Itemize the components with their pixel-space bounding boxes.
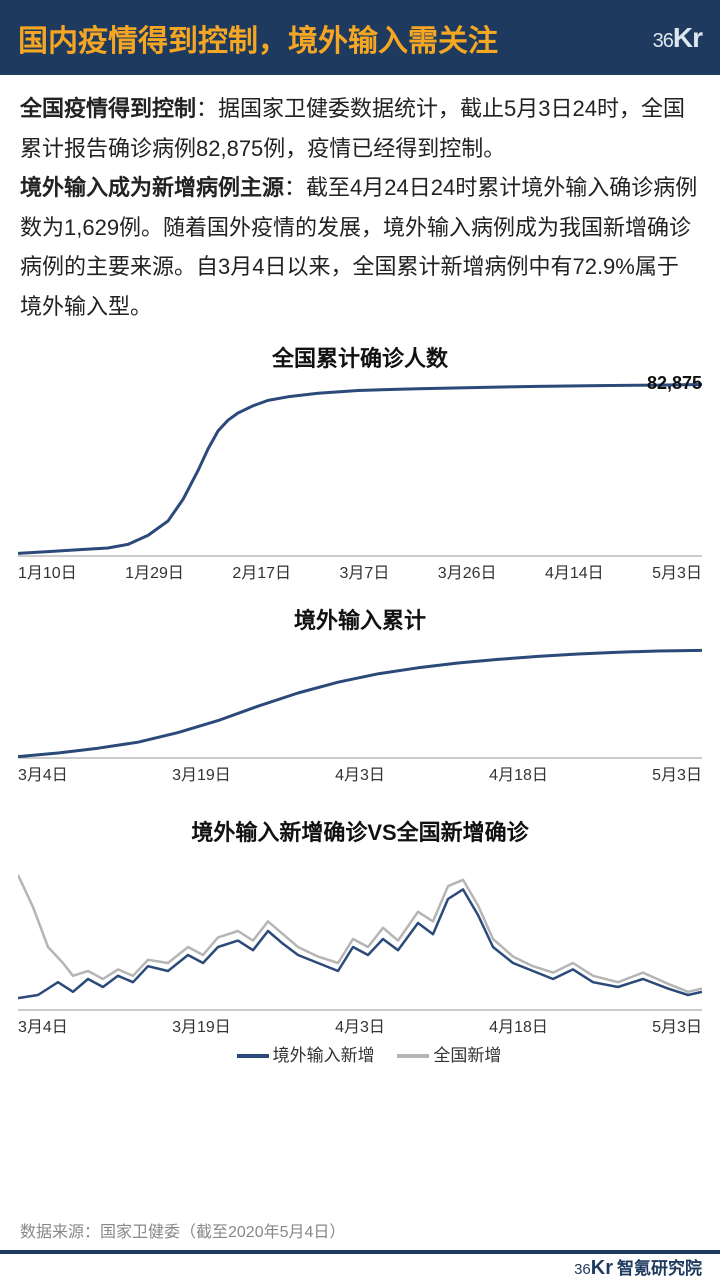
chart3-svg (18, 851, 702, 1011)
chart3-title: 境外输入新增确诊VS全国新增确诊 (0, 815, 720, 847)
para2-bold: 境外输入成为新增病例主源 (20, 175, 284, 200)
data-source: 数据来源：国家卫健委（截至2020年5月4日） (20, 1218, 345, 1242)
chart2-title: 境外输入累计 (0, 603, 720, 635)
x-tick-label: 5月3日 (652, 559, 702, 583)
x-tick-label: 3月4日 (18, 761, 68, 785)
chart1-title: 全国累计确诊人数 (0, 341, 720, 373)
footer-logo: 36Kr智氪研究院 (574, 1254, 702, 1280)
legend-label-national: 全国新增 (433, 1046, 501, 1065)
x-tick-label: 3月7日 (340, 559, 390, 583)
chart1-final-label: 82,875 (647, 373, 702, 394)
para1-bold: 全国疫情得到控制 (20, 96, 196, 121)
chart3-wrap: 3月4日 3月19日 4月3日 4月18日 5月3日 境外输入新增 全国新增 (18, 851, 702, 1066)
logo-36kr: 36Kr (653, 22, 702, 54)
chart1-svg (18, 377, 702, 557)
x-tick-label: 3月19日 (172, 761, 231, 785)
x-tick-label: 1月10日 (18, 559, 77, 583)
x-tick-label: 1月29日 (125, 559, 184, 583)
chart3-xlabels: 3月4日 3月19日 4月3日 4月18日 5月3日 (18, 1011, 702, 1039)
summary-text: 全国疫情得到控制：据国家卫健委数据统计，截止5月3日24时，全国累计报告确诊病例… (0, 75, 720, 335)
legend-swatch-imported (237, 1054, 269, 1058)
page-title: 国内疫情得到控制，境外输入需关注 (18, 16, 498, 60)
x-tick-label: 3月26日 (438, 559, 497, 583)
chart2-svg (18, 639, 702, 759)
x-tick-label: 4月3日 (335, 1013, 385, 1037)
x-tick-label: 4月3日 (335, 761, 385, 785)
chart2-xlabels: 3月4日 3月19日 4月3日 4月18日 5月3日 (18, 759, 702, 787)
x-tick-label: 5月3日 (652, 761, 702, 785)
x-tick-label: 4月18日 (489, 1013, 548, 1037)
x-tick-label: 5月3日 (652, 1013, 702, 1037)
chart1-wrap: 82,875 1月10日1月29日2月17日3月7日3月26日4月14日5月3日 (18, 377, 702, 585)
header-bar: 国内疫情得到控制，境外输入需关注 36Kr (0, 0, 720, 75)
x-tick-label: 3月4日 (18, 1013, 68, 1037)
legend-label-imported: 境外输入新增 (273, 1046, 375, 1065)
chart1-xlabels: 1月10日 1月29日 2月17日 3月7日 3月26日 4月14日 5月3日 (18, 557, 702, 585)
x-tick-label: 3月19日 (172, 1013, 231, 1037)
chart2-wrap: 3月4日 3月19日 4月3日 4月18日 5月3日 (18, 639, 702, 787)
chart3-legend: 境外输入新增 全国新增 (18, 1041, 702, 1066)
footer-stripe: 36Kr智氪研究院 (0, 1250, 720, 1280)
x-tick-label: 4月14日 (545, 559, 604, 583)
legend-swatch-national (397, 1054, 429, 1058)
x-tick-label: 4月18日 (489, 761, 548, 785)
x-tick-label: 2月17日 (232, 559, 291, 583)
